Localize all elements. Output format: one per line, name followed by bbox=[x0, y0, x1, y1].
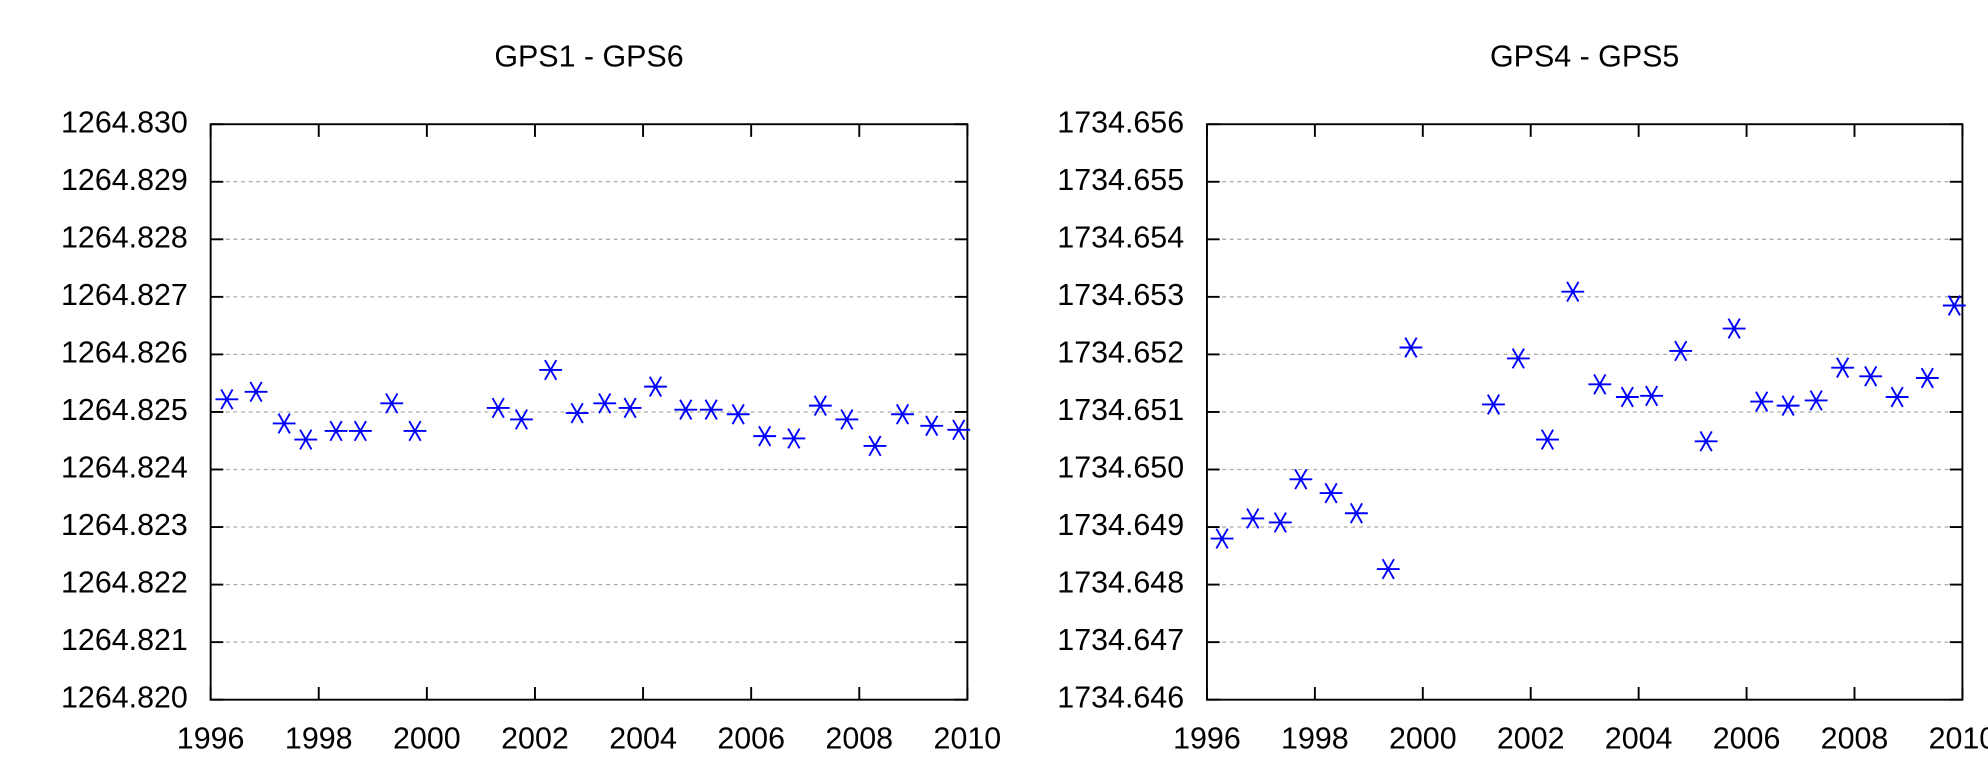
point bbox=[1776, 395, 1800, 416]
point bbox=[1561, 281, 1585, 303]
point bbox=[1268, 512, 1292, 533]
point bbox=[1210, 528, 1234, 549]
point bbox=[674, 399, 698, 421]
point bbox=[565, 402, 589, 424]
y-tick-label: 1734.653 bbox=[1057, 278, 1184, 312]
point bbox=[1640, 385, 1664, 407]
point bbox=[1915, 367, 1939, 389]
y-tick-label: 1734.649 bbox=[1057, 508, 1184, 542]
point bbox=[272, 413, 296, 434]
y-tick-label: 1734.651 bbox=[1057, 393, 1184, 427]
point bbox=[1831, 357, 1855, 378]
point bbox=[1750, 391, 1774, 412]
y-tick-label: 1264.826 bbox=[61, 335, 188, 369]
x-tick-label: 1998 bbox=[285, 721, 353, 755]
point bbox=[539, 359, 563, 381]
x-tick-label: 2004 bbox=[1605, 721, 1673, 755]
point bbox=[1241, 508, 1265, 529]
x-tick-label: 2002 bbox=[501, 721, 569, 755]
x-tick-label: 2004 bbox=[609, 721, 677, 755]
x-tick-label: 1998 bbox=[1281, 721, 1349, 755]
point bbox=[1885, 386, 1909, 408]
plot-frame bbox=[1205, 123, 1964, 701]
y-tick-label: 1264.822 bbox=[61, 566, 188, 600]
y-tick-label: 1734.655 bbox=[1057, 163, 1184, 197]
point bbox=[1694, 430, 1718, 452]
y-tick-label: 1264.827 bbox=[61, 278, 188, 312]
point bbox=[618, 397, 642, 419]
y-tick-label: 1734.647 bbox=[1057, 623, 1184, 657]
chart-title: GPS1 - GPS6 bbox=[494, 39, 683, 73]
point bbox=[782, 428, 806, 449]
chart-title: GPS4 - GPS5 bbox=[1490, 39, 1679, 73]
y-tick-label: 1734.654 bbox=[1057, 220, 1184, 254]
x-tick-label: 2000 bbox=[393, 721, 461, 755]
point bbox=[891, 403, 914, 425]
point bbox=[1722, 318, 1746, 339]
point bbox=[380, 392, 404, 414]
y-tick-label: 1264.820 bbox=[61, 681, 188, 715]
y-tick-label: 1734.650 bbox=[1057, 451, 1184, 485]
point bbox=[1536, 429, 1559, 450]
point bbox=[510, 409, 533, 430]
y-tick-label: 1734.656 bbox=[1057, 105, 1184, 139]
point bbox=[1376, 558, 1400, 580]
x-tick-label: 2006 bbox=[717, 721, 785, 755]
y-tick-label: 1264.829 bbox=[61, 163, 188, 197]
point bbox=[1804, 390, 1828, 411]
point bbox=[920, 415, 944, 437]
point bbox=[1506, 348, 1530, 369]
point bbox=[1345, 502, 1368, 524]
point bbox=[593, 392, 617, 414]
point bbox=[1482, 394, 1505, 415]
point bbox=[1669, 340, 1693, 362]
point bbox=[1588, 373, 1612, 395]
y-tick-label: 1734.652 bbox=[1057, 335, 1184, 369]
point bbox=[348, 420, 372, 442]
x-tick-label: 2010 bbox=[934, 721, 1002, 755]
point bbox=[699, 399, 723, 421]
x-tick-label: 2008 bbox=[825, 721, 893, 755]
x-tick-label: 2002 bbox=[1497, 721, 1565, 755]
point bbox=[215, 388, 239, 410]
y-tick-label: 1734.648 bbox=[1057, 566, 1184, 600]
y-tick-label: 1264.828 bbox=[61, 220, 188, 254]
x-tick-label: 1996 bbox=[177, 721, 245, 755]
point bbox=[835, 409, 859, 430]
point bbox=[863, 435, 887, 457]
point bbox=[403, 420, 427, 442]
point bbox=[244, 381, 268, 403]
y-tick-label: 1264.825 bbox=[61, 393, 188, 427]
x-tick-label: 2000 bbox=[1389, 721, 1457, 755]
x-tick-label: 2010 bbox=[1929, 721, 1988, 755]
point bbox=[1399, 337, 1423, 358]
point bbox=[644, 376, 667, 397]
point bbox=[486, 397, 510, 419]
point bbox=[324, 420, 348, 442]
point bbox=[1289, 468, 1313, 490]
point bbox=[1319, 482, 1343, 504]
point bbox=[1942, 295, 1966, 316]
point bbox=[726, 403, 750, 425]
plot-frame bbox=[209, 123, 969, 701]
point bbox=[1615, 386, 1639, 408]
x-tick-label: 2006 bbox=[1713, 721, 1781, 755]
y-tick-label: 1734.646 bbox=[1057, 681, 1184, 715]
y-tick-label: 1264.824 bbox=[61, 451, 188, 485]
point bbox=[808, 395, 832, 416]
y-tick-label: 1264.823 bbox=[61, 508, 188, 542]
x-tick-label: 2008 bbox=[1821, 721, 1889, 755]
point bbox=[947, 419, 971, 441]
point bbox=[753, 425, 777, 447]
y-tick-label: 1264.821 bbox=[61, 623, 188, 657]
x-tick-label: 1996 bbox=[1173, 721, 1241, 755]
y-tick-label: 1264.830 bbox=[61, 105, 188, 139]
point bbox=[294, 429, 318, 450]
point bbox=[1859, 365, 1883, 387]
